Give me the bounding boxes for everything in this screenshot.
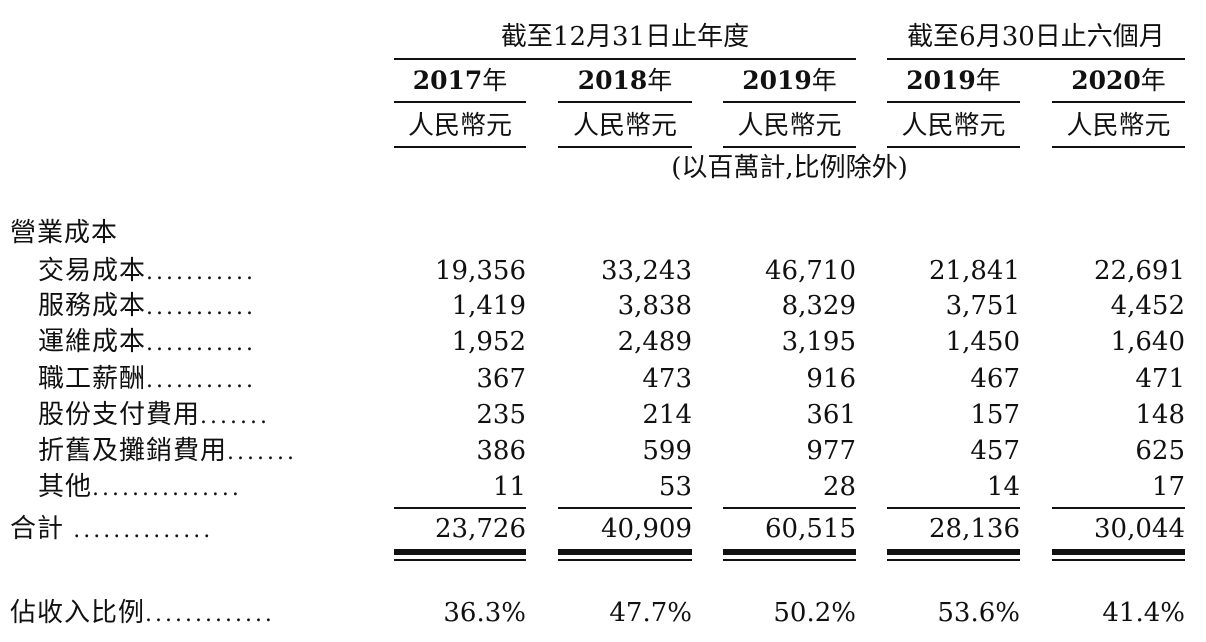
ratio-cell: 41.4%: [1102, 598, 1185, 628]
table-cell: 2,489: [617, 327, 692, 357]
ratio-cell: 50.2%: [773, 598, 856, 628]
table-cell: 14: [986, 472, 1020, 502]
year-rule-3: [723, 101, 856, 103]
table-cell: 3,838: [617, 291, 692, 321]
subtotal-rule-3: [723, 507, 856, 509]
year-rule-2: [558, 101, 692, 103]
unit-rule-5: [1052, 146, 1185, 148]
year-header-2019: 2019年: [742, 66, 837, 95]
total-cell: 40,909: [601, 514, 692, 544]
table-cell: 916: [806, 364, 856, 394]
table-cell: 148: [1135, 400, 1185, 430]
header-group-year-rule: [394, 58, 856, 60]
table-cell: 235: [476, 400, 526, 430]
row-label: 股份支付費用.......: [38, 400, 270, 430]
table-cell: 361: [806, 400, 856, 430]
header-group-halfyear-rule: [887, 58, 1185, 60]
year-header-2017: 2017年: [412, 66, 508, 95]
total-double-rule: [394, 549, 526, 555]
table-cell: 625: [1135, 436, 1185, 466]
year-rule-1: [394, 101, 526, 103]
row-label: 運維成本...........: [38, 327, 256, 357]
table-cell: 19,356: [435, 256, 526, 286]
section-title: 營業成本: [10, 218, 119, 248]
total-double-rule: [394, 559, 526, 561]
ratio-cell: 53.6%: [937, 598, 1020, 628]
unit-rule-1: [394, 146, 526, 148]
table-cell: 22,691: [1094, 256, 1185, 286]
table-cell: 21,841: [929, 256, 1020, 286]
total-cell: 60,515: [765, 514, 856, 544]
row-label: 其他...............: [38, 472, 242, 502]
header-group-halfyear: 截至6月30日止六個月: [907, 22, 1165, 52]
row-label: 服務成本...........: [38, 291, 256, 321]
ratio-label: 佔收入比例.............: [10, 598, 275, 628]
table-cell: 157: [970, 400, 1020, 430]
table-cell: 977: [806, 436, 856, 466]
total-double-rule: [558, 549, 692, 555]
unit-rule-4: [887, 146, 1020, 148]
table-cell: 46,710: [765, 256, 856, 286]
year-header-2019-half: 2019年: [906, 66, 1001, 95]
table-cell: 1,952: [451, 327, 526, 357]
table-cell: 457: [970, 436, 1020, 466]
table-cell: 11: [492, 472, 526, 502]
year-rule-5: [1052, 101, 1185, 103]
table-cell: 4,452: [1110, 291, 1185, 321]
table-cell: 1,640: [1110, 327, 1185, 357]
table-cell: 473: [642, 364, 692, 394]
total-double-rule: [1052, 559, 1185, 561]
subtotal-rule-5: [1052, 507, 1185, 509]
header-group-year: 截至12月31日止年度: [500, 22, 750, 52]
row-label: 職工薪酬...........: [38, 364, 256, 394]
year-rule-4: [887, 101, 1020, 103]
total-cell: 30,044: [1094, 514, 1185, 544]
unit-header-3: 人民幣元: [737, 111, 842, 141]
subtotal-rule-1: [394, 507, 526, 509]
year-header-2018: 2018年: [577, 66, 673, 95]
table-cell: 28: [822, 472, 856, 502]
total-double-rule: [887, 549, 1020, 555]
unit-rule-2: [558, 146, 692, 148]
table-cell: 599: [642, 436, 692, 466]
row-label: 折舊及攤銷費用.......: [38, 436, 297, 466]
table-cell: 214: [642, 400, 692, 430]
unit-header-1: 人民幣元: [407, 111, 512, 141]
unit-header-4: 人民幣元: [901, 111, 1006, 141]
ratio-cell: 36.3%: [443, 598, 526, 628]
table-cell: 8,329: [781, 291, 856, 321]
table-cell: 53: [658, 472, 692, 502]
total-double-rule: [887, 559, 1020, 561]
table-cell: 467: [970, 364, 1020, 394]
table-cell: 1,419: [451, 291, 526, 321]
total-double-rule: [558, 559, 692, 561]
ratio-cell: 47.7%: [609, 598, 692, 628]
unit-header-2: 人民幣元: [572, 111, 677, 141]
unit-header-5: 人民幣元: [1066, 111, 1171, 141]
subtotal-rule-2: [558, 507, 692, 509]
table-cell: 471: [1135, 364, 1185, 394]
units-note: (以百萬計,比例除外): [671, 153, 908, 183]
row-label: 交易成本...........: [38, 256, 256, 286]
table-cell: 17: [1151, 472, 1185, 502]
table-cell: 33,243: [601, 256, 692, 286]
table-cell: 3,195: [781, 327, 856, 357]
unit-rule-3: [723, 146, 856, 148]
total-double-rule: [723, 559, 856, 561]
table-cell: 1,450: [945, 327, 1020, 357]
table-cell: 386: [476, 436, 526, 466]
year-header-2020-half: 2020年: [1071, 66, 1166, 95]
total-cell: 28,136: [929, 514, 1020, 544]
total-cell: 23,726: [435, 514, 526, 544]
table-cell: 3,751: [945, 291, 1020, 321]
total-label: 合計 ..............: [10, 514, 214, 544]
total-double-rule: [1052, 549, 1185, 555]
subtotal-rule-4: [887, 507, 1020, 509]
table-cell: 367: [476, 364, 526, 394]
total-double-rule: [723, 549, 856, 555]
